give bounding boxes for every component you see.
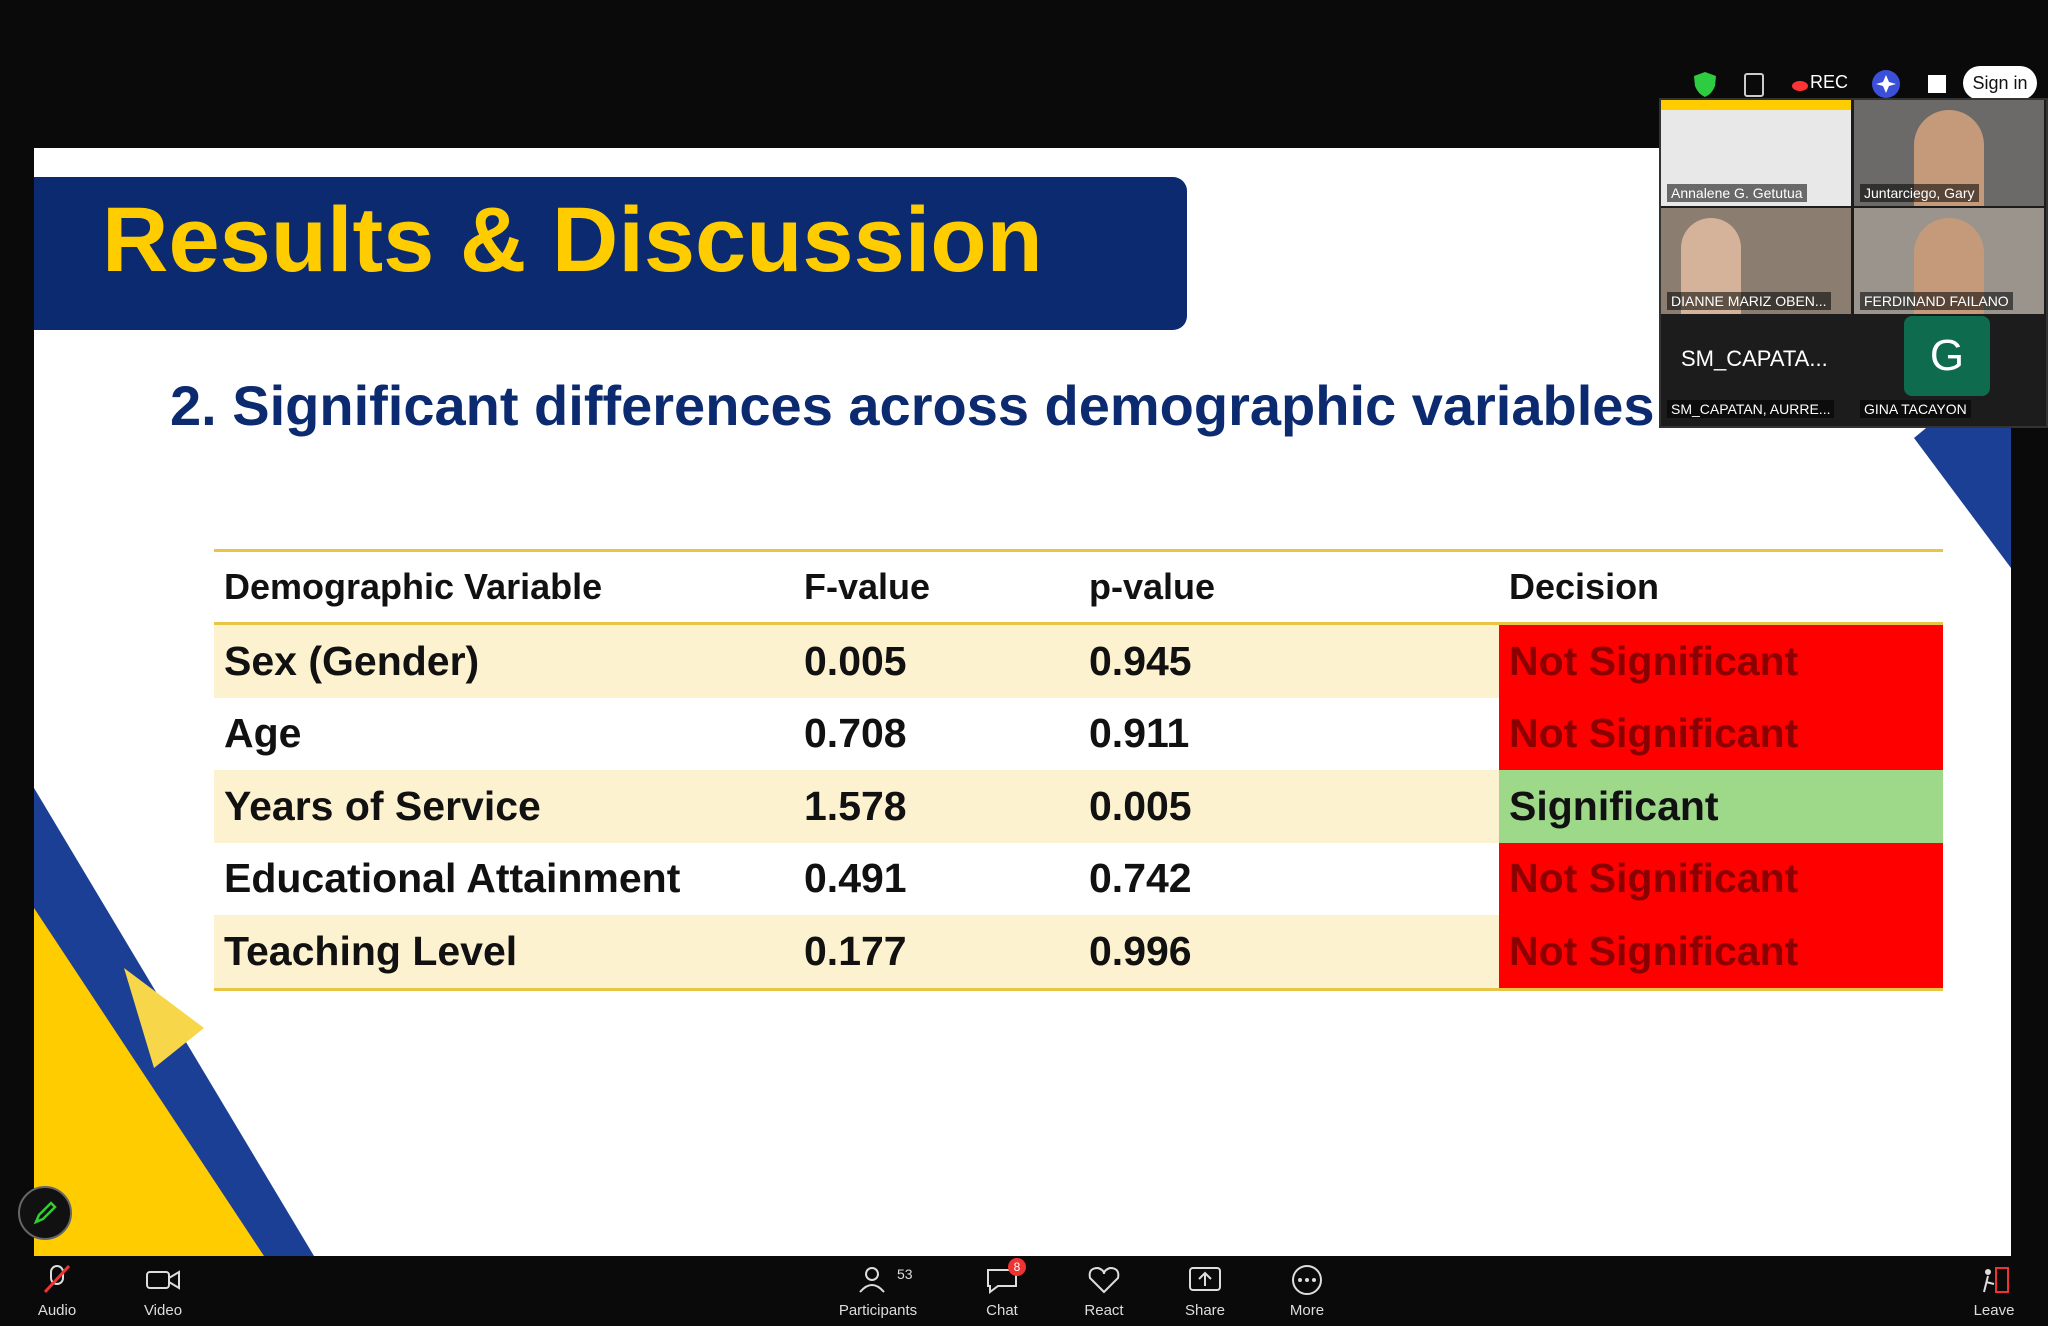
- participant-name: DIANNE MARIZ OBEN...: [1667, 292, 1831, 310]
- audio-button[interactable]: Audio: [2, 1256, 112, 1319]
- table-row: Years of Service 1.578 0.005 Significant: [214, 770, 1943, 843]
- video-tile[interactable]: FERDINAND FAILANO: [1854, 208, 2044, 314]
- video-tile[interactable]: G GINA TACAYON: [1854, 316, 2044, 422]
- video-tile[interactable]: Juntarciego, Gary: [1854, 100, 2044, 206]
- leave-icon: [1983, 1267, 2009, 1293]
- sign-in-button[interactable]: Sign in: [1963, 66, 2037, 100]
- video-tile[interactable]: Annalene G. Getutua: [1661, 100, 1851, 206]
- annotate-button[interactable]: [18, 1186, 72, 1240]
- avatar: G: [1904, 316, 1990, 396]
- table-cell: Years of Service: [214, 770, 794, 843]
- more-button[interactable]: More: [1252, 1256, 1362, 1319]
- participant-name: FERDINAND FAILANO: [1860, 292, 2013, 310]
- participant-count: 53: [897, 1266, 913, 1282]
- table-cell: Educational Attainment: [224, 855, 681, 902]
- participants-button[interactable]: Participants: [823, 1256, 933, 1319]
- table-row: Educational Attainment 0.491 0.742 Not Sign…: [214, 842, 1943, 915]
- rec-indicator[interactable]: REC: [1810, 72, 1849, 92]
- decision-cell: Not Significant: [1499, 623, 1943, 698]
- decision-cell: Not Significant: [1499, 697, 1943, 770]
- decision-cell: Significant: [1499, 770, 1943, 843]
- button-label: React: [1084, 1302, 1124, 1319]
- decision-cell: Not Significant: [1499, 842, 1943, 915]
- participant-name: SM_CAPATAN, AURRE...: [1667, 400, 1835, 418]
- table-cell: Age: [224, 710, 302, 757]
- button-label: Participants: [838, 1302, 918, 1319]
- share-button[interactable]: Share: [1150, 1256, 1260, 1319]
- table-cell: 0.005: [1079, 770, 1499, 843]
- column-header: Decision: [1499, 549, 1943, 625]
- leave-button[interactable]: Leave: [1939, 1256, 2048, 1319]
- table-cell: 0.005: [794, 623, 1079, 698]
- tile-logo: [1661, 100, 1851, 110]
- audio-icon: [43, 1264, 71, 1294]
- slide-decoration: [34, 358, 2011, 1256]
- table-cell: 0.945: [1079, 623, 1499, 698]
- button-label: Share: [1184, 1302, 1226, 1319]
- table-cell: 0.996: [1079, 915, 1499, 991]
- participant-name: Juntarciego, Gary: [1860, 184, 1979, 202]
- table-cell: Teaching Level: [214, 915, 794, 991]
- slide-title: Results & Discussion: [102, 189, 1043, 291]
- button-label: Audio: [37, 1302, 77, 1319]
- tile-display-name: SM_CAPATA...: [1681, 346, 1828, 371]
- table-cell: 0.491: [804, 855, 907, 902]
- video-button[interactable]: Video: [108, 1256, 218, 1319]
- decision-cell: Not Significant: [1499, 915, 1943, 991]
- table-row: Teaching Level 0.177 0.996 Not Significant: [214, 915, 1943, 991]
- header-row: Demographic Variable F-value p-value Dec…: [214, 549, 1943, 625]
- react-icon: [1088, 1266, 1120, 1294]
- participants-icon: [859, 1267, 885, 1293]
- chat-button[interactable]: Chat: [947, 1256, 1057, 1319]
- button-label: Leave: [1973, 1302, 2015, 1319]
- table-row: Age 0.708 0.911 Not Significant: [214, 697, 1943, 770]
- slide-subtitle: 2. Significant differences across demogr…: [170, 374, 1655, 437]
- column-header: Demographic Variable: [214, 549, 794, 625]
- chat-badge: 8: [1008, 1258, 1026, 1276]
- table-cell: 0.177: [794, 915, 1079, 991]
- share-icon: [1189, 1267, 1221, 1291]
- column-header: p-value: [1079, 549, 1499, 625]
- table-cell: 0.708: [804, 710, 907, 757]
- results-table: Demographic Variable F-value p-value Dec…: [214, 549, 1943, 991]
- video-panel: Annalene G. Getutua Juntarciego, Gary DIAN…: [1659, 98, 2048, 428]
- table-cell: 1.578: [794, 770, 1079, 843]
- column-header: F-value: [794, 549, 1079, 625]
- participant-name: Annalene G. Getutua: [1667, 184, 1807, 202]
- table-cell: 0.911: [1089, 710, 1190, 757]
- table-cell: 0.742: [1089, 855, 1192, 902]
- video-tile[interactable]: DIANNE MARIZ OBEN...: [1661, 208, 1851, 314]
- video-tile[interactable]: SM_CAPATA... SM_CAPATAN, AURRE...: [1661, 316, 1851, 422]
- table-cell: Sex (Gender): [214, 623, 794, 698]
- button-label: Video: [143, 1302, 183, 1319]
- participant-name: GINA TACAYON: [1860, 400, 1971, 418]
- table-row: Sex (Gender) 0.005 0.945 Not Significant: [214, 623, 1943, 698]
- button-label: Chat: [986, 1302, 1018, 1319]
- react-button[interactable]: React: [1049, 1256, 1159, 1319]
- top-bar-icons: [1694, 70, 1946, 98]
- video-icon: [146, 1270, 180, 1290]
- title-banner: [34, 177, 1187, 330]
- button-label: More: [1289, 1302, 1325, 1319]
- more-icon: [1292, 1265, 1322, 1295]
